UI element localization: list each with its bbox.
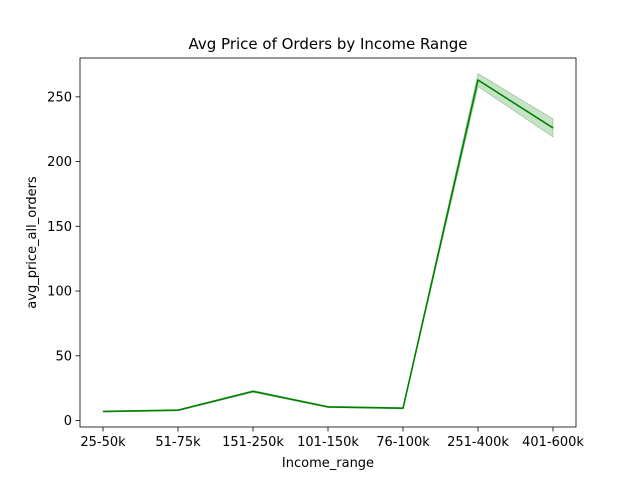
x-tick-label: 101-150k (297, 435, 359, 450)
y-tick-label: 200 (47, 155, 72, 170)
y-tick-label: 100 (47, 285, 72, 300)
y-tick-label: 0 (64, 414, 72, 429)
confidence-band (102, 72, 554, 413)
axes: 25-50k 51-75k 151-250k 101-150k 76-100k 251-4… (47, 90, 584, 450)
plot-area (102, 72, 554, 413)
x-tick-label: 25-50k (80, 435, 126, 450)
x-tick-label: 401-600k (522, 435, 584, 450)
x-tick-label: 51-75k (155, 435, 201, 450)
series-line (102, 79, 554, 413)
chart-title: Avg Price of Orders by Income Range (188, 35, 467, 53)
y-tick-label: 250 (47, 90, 72, 105)
x-tick-label: 251-400k (447, 435, 509, 450)
plot-frame (79, 57, 577, 428)
x-axis-label: Income_range (282, 456, 374, 471)
y-tick-label: 150 (47, 220, 72, 235)
x-tick-label: 151-250k (222, 435, 284, 450)
y-tick-label: 50 (55, 349, 72, 364)
y-axis-label: avg_price_all_orders (25, 176, 40, 309)
x-tick-label: 76-100k (376, 435, 430, 450)
